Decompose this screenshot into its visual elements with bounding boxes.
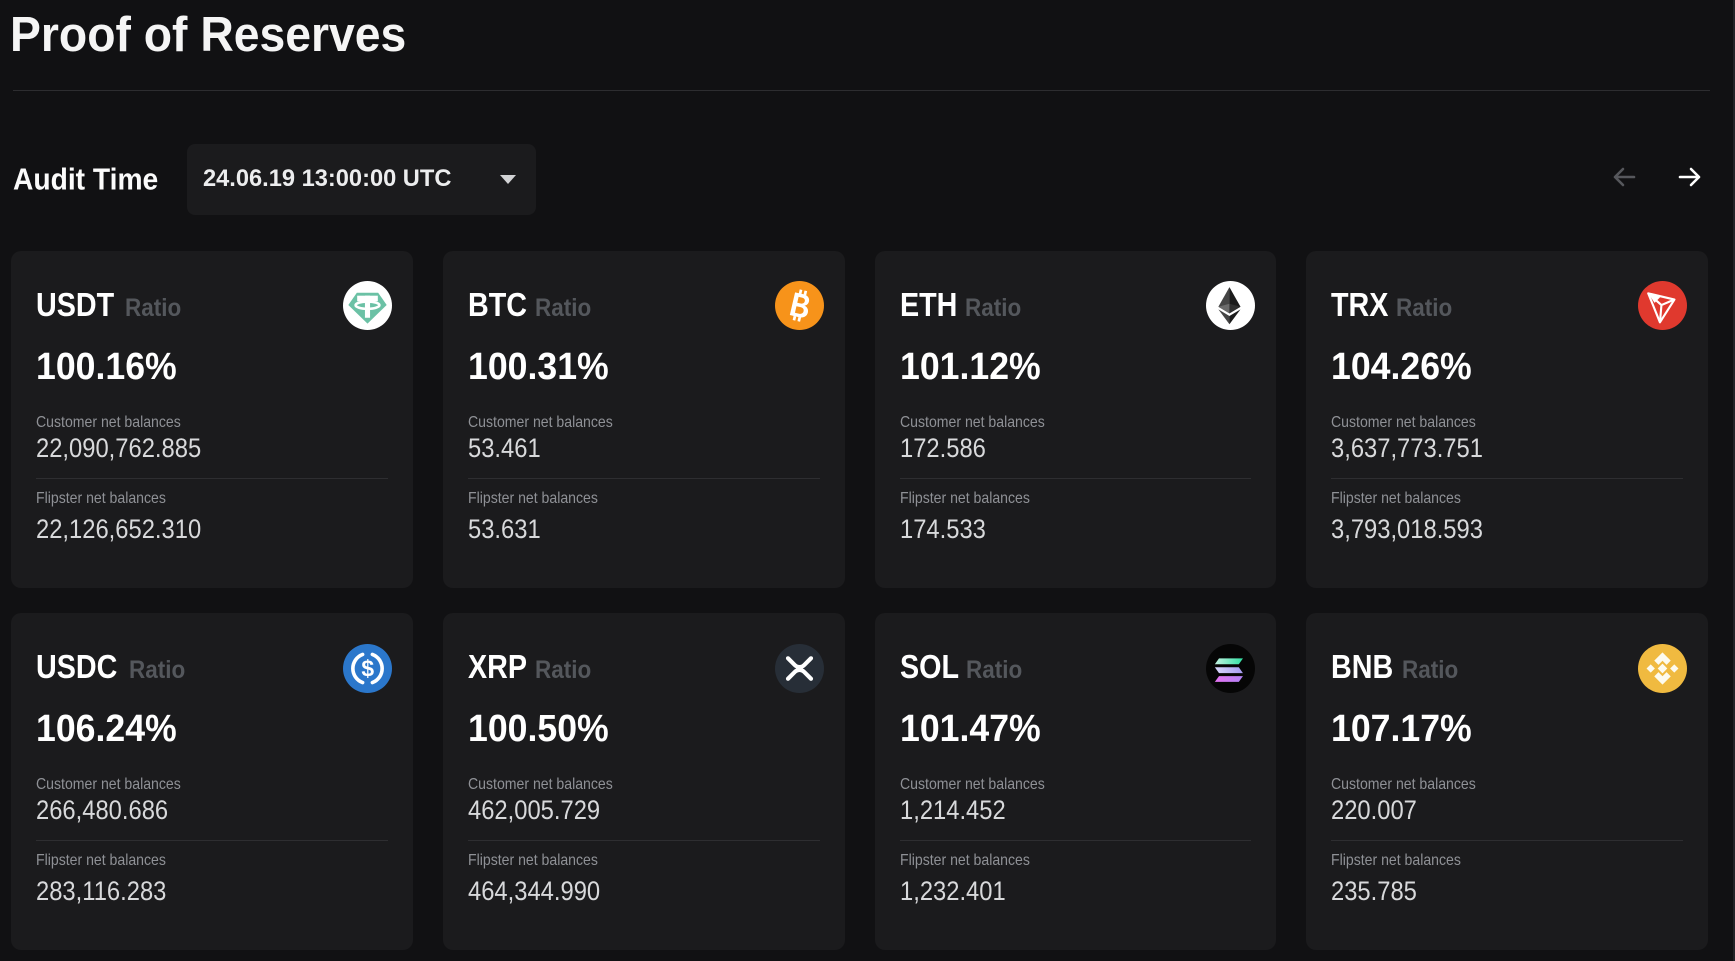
- svg-text:$: $: [361, 656, 374, 682]
